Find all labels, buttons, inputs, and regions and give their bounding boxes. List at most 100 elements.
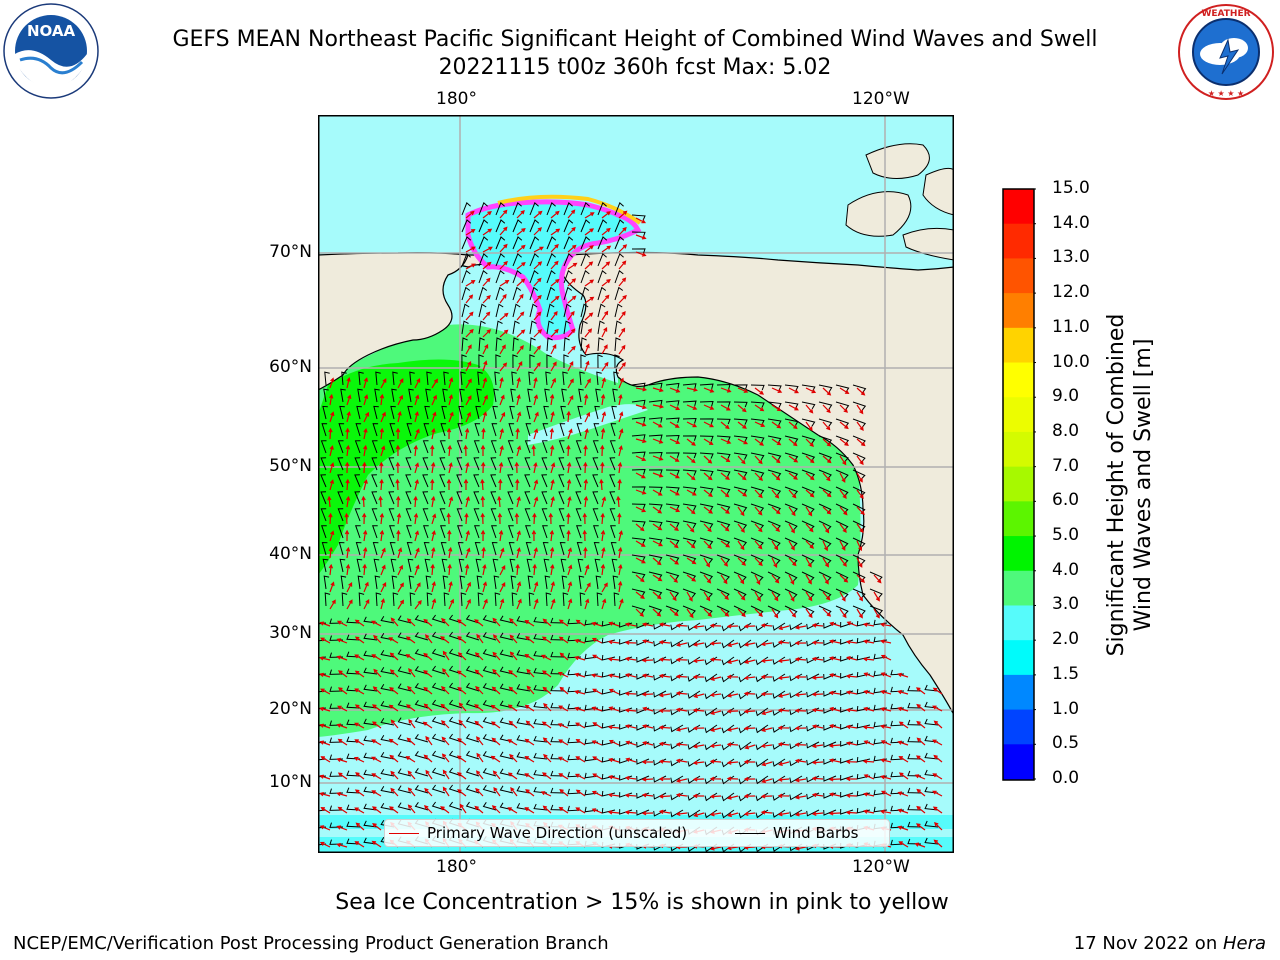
- wind-barb: [738, 656, 752, 666]
- wind-barb: [907, 753, 922, 760]
- wind-barb: [631, 416, 646, 423]
- wave-direction-arrow: [559, 789, 569, 797]
- wave-direction-arrow: [329, 445, 334, 457]
- wave-direction-arrow: [431, 461, 436, 474]
- wave-direction-arrow: [616, 495, 621, 508]
- wind-barb: [322, 405, 328, 420]
- wind-barb: [371, 508, 378, 522]
- wind-barb: [356, 558, 363, 573]
- wave-direction-arrow: [727, 642, 739, 648]
- wave-direction-arrow: [788, 472, 798, 480]
- wind-barb: [869, 588, 883, 599]
- wave-direction-arrow: [389, 669, 399, 678]
- wave-direction-arrow: [474, 669, 484, 678]
- wind-barb: [563, 219, 574, 233]
- wind-barb: [597, 236, 608, 250]
- wave-direction-arrow: [709, 743, 722, 748]
- wind-barb: [563, 286, 573, 301]
- colorbar-tick-label: 4.0: [1052, 559, 1080, 580]
- wave-direction-arrow: [879, 622, 892, 627]
- wave-direction-arrow: [856, 438, 866, 447]
- wave-height-map: [318, 115, 954, 853]
- wind-barb: [682, 520, 697, 529]
- wave-direction-arrow: [336, 655, 348, 661]
- wind-barb: [473, 440, 480, 454]
- wave-direction-arrow: [329, 530, 335, 542]
- wave-direction-arrow: [431, 411, 437, 423]
- wind-barb: [541, 457, 548, 471]
- wave-direction-arrow: [508, 686, 518, 695]
- wave-direction-arrow: [584, 598, 590, 610]
- wave-direction-arrow: [354, 789, 365, 797]
- wind-barb: [465, 750, 480, 760]
- wind-barb: [397, 802, 412, 811]
- wave-direction-arrow: [710, 710, 722, 715]
- wave-direction-arrow: [499, 394, 505, 406]
- wave-direction-arrow: [550, 328, 559, 338]
- wave-direction-arrow: [788, 387, 800, 394]
- wave-direction-arrow: [499, 344, 506, 355]
- wave-direction-arrow: [550, 496, 555, 508]
- wave-direction-arrow: [788, 438, 798, 447]
- wave-direction-arrow: [822, 557, 829, 568]
- wave-direction-arrow: [641, 692, 654, 697]
- wave-region-4-5m: [318, 359, 494, 575]
- wind-barb: [380, 717, 395, 726]
- wave-direction-arrow: [320, 756, 331, 763]
- wind-barb: [372, 541, 379, 556]
- wind-barb: [533, 718, 548, 726]
- wave-direction-arrow: [720, 404, 731, 411]
- wind-barb: [560, 405, 566, 420]
- wave-direction-arrow: [550, 278, 560, 287]
- wind-barb: [750, 384, 765, 391]
- wind-barb: [772, 622, 786, 631]
- wind-barb: [414, 666, 429, 675]
- wave-direction-arrow: [754, 523, 763, 533]
- wave-direction-arrow: [336, 757, 348, 763]
- wave-direction-arrow: [499, 312, 509, 321]
- wave-direction-arrow: [873, 574, 882, 584]
- wind-barb: [329, 771, 344, 777]
- wave-direction-arrow: [686, 489, 697, 496]
- wind-barb: [337, 457, 344, 471]
- wave-direction-arrow: [675, 792, 688, 798]
- wave-direction-arrow: [464, 512, 469, 525]
- wind-barb: [699, 486, 714, 494]
- wave-direction-arrow: [397, 378, 404, 389]
- wave-direction-arrow: [425, 634, 433, 644]
- wave-direction-arrow: [788, 591, 795, 602]
- wave-direction-arrow: [600, 563, 606, 576]
- wave-direction-arrow: [431, 513, 437, 525]
- wind-barb: [373, 558, 380, 573]
- wind-barb: [789, 809, 803, 818]
- wind-barb: [533, 735, 548, 743]
- wave-direction-arrow: [601, 582, 608, 593]
- wind-barb: [512, 269, 522, 284]
- wind-barb: [490, 440, 497, 454]
- wind-barb: [550, 770, 565, 777]
- wave-direction-arrow: [794, 758, 807, 764]
- wind-barb: [592, 525, 599, 539]
- wind-barb: [869, 605, 884, 615]
- wave-direction-arrow: [441, 720, 450, 729]
- wave-direction-arrow: [584, 228, 595, 236]
- wave-direction-arrow: [557, 723, 569, 729]
- wave-direction-arrow: [379, 512, 385, 525]
- wave-direction-arrow: [533, 496, 539, 508]
- colorbar-block: [1003, 258, 1034, 294]
- wave-direction-arrow: [863, 774, 875, 780]
- wave-direction-arrow: [608, 739, 620, 746]
- wave-direction-arrow: [336, 825, 348, 831]
- wave-direction-arrow: [465, 598, 471, 610]
- wave-direction-arrow: [524, 620, 535, 627]
- wave-direction-arrow: [319, 723, 331, 729]
- wave-direction-arrow: [856, 404, 864, 415]
- wind-barb: [579, 371, 585, 386]
- wave-direction-arrow: [397, 547, 403, 559]
- wave-direction-arrow: [880, 758, 892, 763]
- wind-barb: [699, 503, 714, 512]
- wind-barb: [818, 401, 833, 410]
- wave-direction-arrow: [618, 377, 624, 389]
- wind-barb: [558, 457, 565, 471]
- wind-barb: [321, 423, 328, 437]
